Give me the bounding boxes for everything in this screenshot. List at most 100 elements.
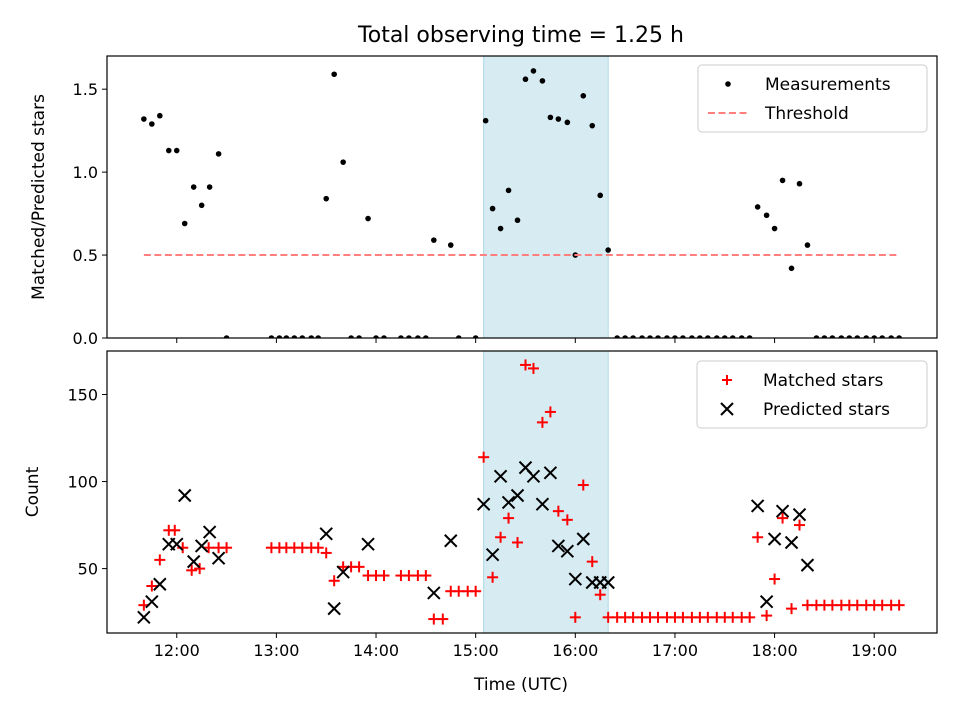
matched-star-point [312,542,324,554]
count-axes-frame [106,350,938,634]
ratio-x-ticks [176,338,875,343]
predicted-star-point [153,577,167,591]
measurement-point [564,119,571,126]
legend-predicted-marker [720,402,734,416]
predicted-star-point [576,532,590,546]
measurement-point [315,335,322,338]
predicted-star-point [427,586,441,600]
x-tick-label: 19:00 [851,641,897,660]
measurement-point [547,114,554,121]
predicted-star-point [535,497,550,511]
measurement-point [813,335,820,338]
y-tick-label: 50 [78,560,98,579]
count-data [137,359,905,625]
legend-measurements-label: Measurements [765,75,891,95]
measurement-point [455,335,462,338]
measurement-point [896,335,902,338]
measurement-point [647,335,653,338]
y-tick-label: 1.0 [73,163,98,182]
matched-star-point [561,514,573,526]
measurement-point [829,335,836,338]
measurement-point [754,204,761,210]
measurement-point [589,122,596,129]
matched-star-point [519,359,531,371]
measurement-point [597,192,604,199]
predicted-star-point [145,594,159,609]
measurement-point [630,335,636,338]
measurement-point [157,112,163,119]
measurement-point [489,205,496,212]
matched-star-point [512,536,524,548]
matched-star-point [353,561,365,573]
measurement-point [614,335,620,338]
measurement-point [505,187,512,194]
measurement-point [472,335,479,338]
legend-matched-label: Matched stars [763,371,883,391]
predicted-star-point [601,575,615,590]
measurement-point [689,335,695,338]
measurement-point [141,116,147,122]
matched-star-point [320,547,332,559]
measurement-point [838,335,845,338]
measurement-point [299,335,306,338]
x-axis-label: Time (UTC) [473,675,568,695]
measurement-point [672,335,678,338]
measurement-point [655,335,661,338]
y-tick-label: 0.5 [73,246,98,265]
measurement-point [415,335,421,338]
predicted-star-point [476,497,491,511]
measurement-point [796,180,803,187]
legend-threshold-label: Threshold [764,104,849,124]
measurement-point [863,335,870,338]
matched-star-point [577,479,589,491]
measurement-point [888,335,894,338]
matched-star-point [594,589,606,601]
measurement-point [173,147,180,154]
measurement-point [356,335,362,338]
measurement-point [373,335,379,338]
measurement-point [181,220,188,227]
x-tick-label: 14:00 [353,641,399,660]
matched-star-point [146,580,158,592]
ratio-y-axis-label: Matched/Predicted stars [29,94,49,300]
predicted-star-point [759,594,774,609]
x-tick-label: 12:00 [154,641,200,660]
predicted-star-point [186,554,201,569]
measurement-point [705,335,711,338]
figure-title: Total observing time = 1.25 h [357,23,684,48]
legend-measurements-marker [725,81,731,87]
matched-star-point [544,406,556,418]
measurement-point [482,117,489,124]
count-legend-box [696,360,928,429]
observing-window-span-bottom [483,351,609,633]
matched-star-point [186,564,198,576]
predicted-star-point [568,572,583,586]
measurement-point [771,225,778,232]
measurement-point [497,225,504,232]
predicted-star-point [178,488,192,503]
predicted-star-point [485,547,500,562]
measurement-point [522,76,529,83]
matched-star-point [893,599,905,611]
matched-star-point [420,570,432,582]
measurement-point [530,68,537,74]
predicted-star-point [501,495,516,510]
predicted-star-point [526,469,541,484]
measurement-point [854,335,861,338]
count-x-ticks: 12:00 13:00 14:00 15:00 16:00 17:00 18:00 19:00 [154,633,897,660]
matched-star-point [203,542,215,554]
measurement-point [331,71,337,78]
x-tick-label: 17:00 [652,641,698,660]
predicted-star-point [493,469,508,484]
predicted-star-point [211,551,226,565]
matched-star-point [752,531,764,543]
measurement-point [821,335,828,338]
measurement-point [149,121,155,127]
matched-star-point [169,524,181,536]
x-tick-label: 15:00 [453,641,499,660]
predicted-star-point [775,504,790,518]
measurement-point [539,78,546,84]
x-tick-label: 13:00 [253,641,299,660]
matched-star-point [744,611,756,623]
